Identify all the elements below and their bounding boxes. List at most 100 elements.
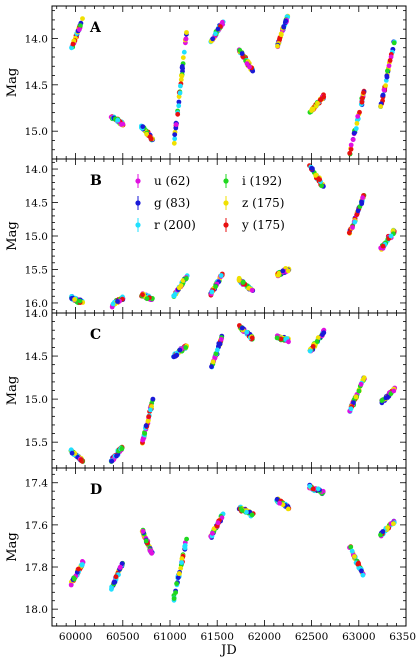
data-point: [70, 41, 76, 47]
data-point: [307, 348, 313, 354]
data-point: [213, 31, 218, 37]
data-point: [321, 94, 327, 100]
y-ticks: 14.0 14.5 15.0 15.5: [25, 308, 406, 469]
legend: u (62) g (83) r (200) i (192) z (175) y (175): [135, 174, 285, 232]
panel-label: B: [90, 173, 102, 189]
data-point: [184, 536, 190, 542]
data-point: [356, 388, 362, 394]
data-point: [119, 561, 125, 566]
data-point: [215, 347, 220, 353]
data-point: [145, 418, 151, 424]
y-tick-label: 16.0: [25, 298, 48, 310]
data-point: [184, 30, 189, 35]
data-point: [378, 104, 384, 109]
data-point: [115, 117, 121, 123]
data-point: [143, 538, 149, 544]
data-point: [176, 571, 182, 577]
data-point: [283, 18, 289, 24]
data-point: [388, 54, 394, 60]
data-point: [352, 219, 358, 225]
data-point: [359, 96, 365, 101]
data-point: [391, 388, 397, 394]
data-point: [378, 532, 383, 538]
data-point: [210, 36, 216, 42]
data-point: [172, 132, 178, 138]
data-point: [182, 545, 188, 551]
y-axis-label: Mag: [5, 376, 20, 405]
data-point: [79, 562, 85, 568]
data-point: [115, 299, 120, 304]
data-point: [240, 280, 246, 285]
data-point: [140, 292, 145, 298]
y-ticks: 14.0 14.5 15.0 15.5 16.0: [25, 161, 406, 311]
legend-label: u (62): [154, 174, 190, 188]
data-point: [385, 68, 390, 74]
data-point: [213, 351, 219, 357]
legend-entry-i: i (192): [223, 174, 282, 188]
data-point: [307, 483, 313, 489]
data-point: [184, 276, 189, 281]
data-point: [274, 335, 280, 341]
data-point: [144, 296, 150, 302]
data-point: [117, 565, 123, 570]
data-point: [175, 111, 181, 117]
legend-entry-r: r (200): [135, 218, 196, 232]
data-point: [171, 140, 177, 146]
data-point: [355, 208, 361, 214]
y-tick-label: 17.6: [25, 520, 49, 532]
data-point: [249, 512, 255, 518]
data-point: [350, 225, 355, 230]
data-point: [150, 396, 156, 402]
data-point: [355, 114, 361, 119]
data-point: [346, 230, 352, 236]
data-point: [76, 566, 81, 572]
data-point: [178, 565, 184, 571]
data-point: [220, 19, 225, 25]
y-tick-label: 15.5: [25, 264, 48, 276]
legend-marker: [223, 222, 229, 228]
panel-B: 14.0 14.5 15.0 15.5 16.0 Mag B u (62) g (83) r (2…: [5, 158, 407, 314]
y-tick-label: 15.0: [25, 231, 48, 243]
data-point: [280, 268, 286, 274]
data-point: [171, 596, 177, 601]
legend-label: r (200): [154, 218, 196, 232]
data-point: [360, 572, 366, 578]
panel-D: 17.4 17.6 17.8 18.0 Mag D 60000 60500 61000 61500…: [5, 467, 416, 658]
data-point: [119, 446, 125, 452]
data-point: [281, 24, 287, 30]
data-point: [355, 561, 361, 567]
data-point: [353, 126, 359, 131]
legend-entry-g: g (83): [135, 196, 190, 210]
data-point: [387, 58, 393, 63]
data-point: [147, 548, 153, 554]
data-point: [109, 458, 115, 464]
x-tick-label: 61500: [200, 631, 233, 643]
x-tick-label: 61000: [153, 631, 186, 643]
data-point: [179, 73, 185, 79]
data-point: [72, 297, 77, 302]
data-point: [174, 352, 180, 358]
data-point: [77, 298, 83, 304]
x-axis-label: JD: [219, 643, 237, 658]
y-axis-label: Mag: [5, 68, 20, 97]
data-point: [391, 40, 397, 46]
x-ticks: [56, 6, 407, 159]
x-tick-label: 60000: [59, 631, 92, 643]
panel-label: A: [89, 20, 102, 36]
data-point: [320, 332, 325, 337]
legend-entry-u: u (62): [135, 174, 190, 188]
data-point: [360, 195, 365, 201]
y-tick-label: 14.5: [25, 80, 48, 92]
legend-label: g (83): [154, 196, 190, 210]
data-point: [142, 431, 148, 436]
data-point: [285, 268, 291, 274]
data-point: [210, 359, 216, 365]
data-point: [175, 575, 181, 580]
plot-frame: [51, 312, 407, 469]
data-point: [239, 325, 245, 331]
data-point: [217, 341, 223, 347]
data-point: [244, 509, 249, 515]
data-point: [143, 423, 149, 429]
data-point: [144, 131, 150, 137]
